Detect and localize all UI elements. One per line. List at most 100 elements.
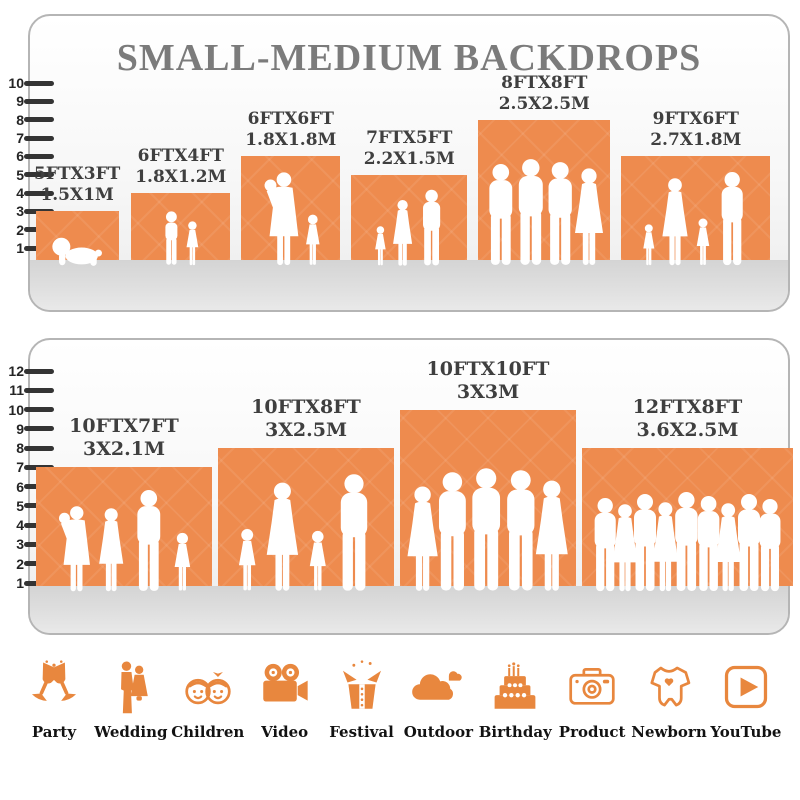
backdrop-rect [241, 156, 341, 260]
person-girl-silhouette [305, 529, 331, 593]
backdrop-item: 10FTX8FT 3X2.5M [218, 396, 394, 587]
ruler-tick [24, 190, 54, 196]
person-man-silhouette [330, 473, 378, 593]
category-youtube: YouTube [708, 658, 784, 741]
ruler-tick [24, 368, 54, 374]
person-man-silhouette [128, 489, 170, 593]
backdrop-bars-bottom: 10FTX7FT 3X2.1M 10FTX8FT 3X2.5M 10FTX10FT 3X3… [32, 358, 793, 587]
backdrop-bars-top: 5FTX3FT 1.5X1M 6FTX4FT 1.8X1.2M 6FTX6FT 1.8X1… [32, 73, 786, 261]
backdrop-item: 7FTX5FT 2.2X1.5M [351, 128, 468, 261]
backdrop-size-m-label: 3X2.5M [264, 419, 348, 442]
backdrop-rect [218, 448, 394, 586]
category-label: Wedding [94, 723, 168, 741]
festival-icon [333, 658, 391, 716]
category-label: Birthday [478, 723, 552, 741]
silhouette-group [36, 489, 212, 593]
backdrop-size-ft-label: 6FTX6FT [247, 108, 334, 129]
person-boy-silhouette [160, 210, 183, 267]
category-festival: Festival [324, 658, 400, 741]
backdrop-item: 6FTX6FT 1.8X1.8M [241, 108, 341, 261]
ruler-number: 10 [8, 401, 24, 418]
backdrop-item: 12FTX8FT 3.6X2.5M [582, 396, 793, 587]
ruler-number: 4 [16, 517, 24, 534]
backdrop-rect [351, 175, 468, 260]
backdrop-size-m-label: 3X3M [456, 381, 520, 404]
ruler-number: 1 [16, 575, 24, 591]
person-womanbaby-silhouette [53, 505, 94, 593]
person-girl-silhouette [640, 223, 658, 267]
ruler-number: 2 [16, 555, 24, 572]
person-girl-silhouette [693, 217, 713, 267]
party-icon [25, 658, 83, 716]
wedding-icon [102, 658, 160, 716]
person-baby-silhouette [48, 231, 106, 267]
children-icon [179, 658, 237, 716]
category-label: Product [558, 723, 626, 741]
person-woman-silhouette [657, 177, 693, 267]
person-man-silhouette [416, 189, 447, 267]
backdrop-size-m-label: 2.7X1.8M [650, 129, 742, 150]
silhouette-group [351, 189, 467, 267]
video-icon [256, 658, 314, 716]
category-children: Children [170, 658, 246, 741]
backdrop-size-m-label: 2.2X1.5M [363, 148, 455, 169]
category-label: Video [261, 723, 309, 741]
panel-floor [30, 260, 788, 310]
category-birthday: Birthday [477, 658, 553, 741]
category-row: Party Wedding Children Video Festival Outdoor… [16, 658, 784, 741]
person-woman-silhouette [529, 479, 575, 593]
backdrop-size-ft-label: 10FTX10FT [426, 357, 550, 380]
ruler-tick [24, 445, 54, 451]
ruler-tick [24, 98, 54, 104]
ruler-number: 7 [16, 459, 24, 476]
person-woman-silhouette [389, 199, 416, 267]
category-newborn: Newborn [631, 658, 707, 741]
youtube-icon [717, 658, 775, 716]
ruler-tick [24, 117, 54, 123]
panel-floor [30, 586, 788, 633]
outdoor-icon [409, 658, 467, 716]
backdrop-size-m-label: 1.8X1.2M [135, 166, 227, 187]
person-womanbaby-silhouette [258, 171, 302, 267]
backdrop-size-m-label: 1.5X1M [40, 184, 114, 205]
backdrop-item: 10FTX7FT 3X2.1M [36, 415, 212, 587]
backdrop-rect [478, 120, 611, 260]
category-label: Party [31, 723, 77, 741]
person-girl-silhouette [183, 220, 202, 267]
backdrop-rect [35, 211, 119, 260]
backdrop-item: 5FTX3FT 1.5X1M [34, 164, 120, 261]
ruler-number: 7 [16, 130, 24, 147]
backdrop-rect [36, 467, 212, 586]
ruler-tick [24, 426, 54, 432]
ruler-number: 6 [16, 478, 24, 495]
backdrop-size-ft-label: 9FTX6FT [652, 108, 739, 129]
silhouette-group [478, 158, 610, 267]
ruler-number: 9 [16, 420, 24, 437]
ruler-number: 12 [8, 363, 24, 380]
silhouette-group [621, 171, 770, 267]
person-woman-silhouette [260, 481, 305, 593]
backdrop-item: 10FTX10FT 3X3M [400, 358, 576, 587]
category-party: Party [16, 658, 92, 741]
backdrop-size-m-label: 3X2.1M [82, 438, 166, 461]
ruler-tick [24, 80, 54, 86]
backdrop-rect [131, 193, 231, 260]
ruler-number: 6 [16, 148, 24, 165]
category-label: Festival [329, 723, 394, 741]
person-woman-silhouette [569, 167, 609, 267]
backdrop-size-m-label: 1.8X1.8M [245, 129, 337, 150]
person-girl-silhouette [302, 213, 324, 267]
ruler-number: 5 [16, 166, 24, 183]
category-label: Children [171, 723, 245, 741]
person-man-silhouette [713, 171, 751, 267]
person-girl-silhouette [170, 531, 195, 593]
person-girl-silhouette [234, 527, 260, 593]
backdrop-item: 6FTX4FT 1.8X1.2M [131, 146, 231, 261]
silhouette-group [131, 210, 230, 267]
backdrop-size-ft-label: 8FTX8FT [501, 72, 588, 93]
ruler-number: 3 [16, 536, 24, 553]
ruler-number: 8 [16, 111, 24, 128]
silhouette-group [36, 231, 119, 267]
silhouette-group [582, 491, 793, 593]
